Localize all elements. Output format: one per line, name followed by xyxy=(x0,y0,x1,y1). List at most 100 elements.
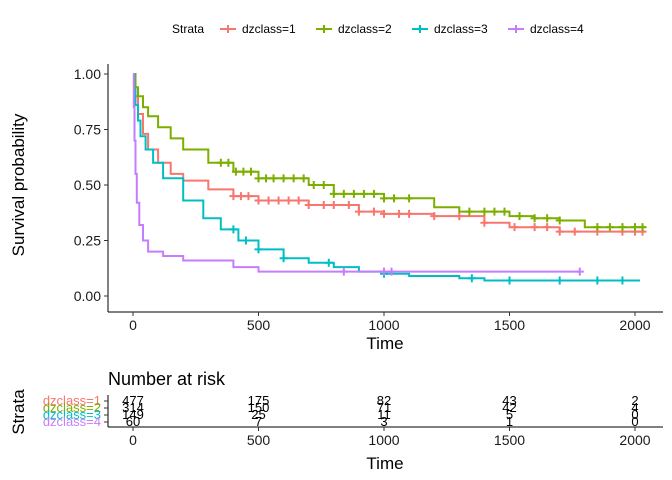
censor-mark xyxy=(216,158,225,167)
risk-row-label: dzclass=2 xyxy=(43,400,101,415)
censor-mark xyxy=(555,216,564,225)
censor-mark xyxy=(387,267,396,276)
x-tick-label: 500 xyxy=(247,317,271,333)
censor-mark xyxy=(264,196,273,205)
censor-mark xyxy=(380,209,388,218)
legend-item-2: dzclass=2 xyxy=(316,22,392,36)
censor-mark xyxy=(241,236,250,245)
legend-item-1: dzclass=1 xyxy=(220,22,296,36)
y-tick-label: 0.75 xyxy=(74,122,101,138)
censor-mark xyxy=(319,200,328,209)
risk-x-tick-label: 500 xyxy=(247,432,271,448)
censor-mark xyxy=(505,276,514,285)
censor-mark xyxy=(339,267,348,276)
risk-table: Number at risk 0 500 1000 1500 2000 dzclass=… xyxy=(9,369,663,473)
risk-axes: 0 500 1000 1500 2000 xyxy=(107,395,663,448)
y-tick-label: 0.25 xyxy=(74,233,101,249)
risk-count: 71 xyxy=(377,400,391,415)
risk-count: 2 xyxy=(631,393,638,408)
x-tick-label: 2000 xyxy=(619,317,650,333)
risk-count: 4 xyxy=(631,400,638,415)
censor-mark xyxy=(490,207,499,216)
risk-count: 150 xyxy=(248,400,270,415)
censor-mark xyxy=(231,167,240,176)
risk-count: 3 xyxy=(380,414,387,429)
censor-mark xyxy=(279,174,288,183)
censor-mark xyxy=(229,225,238,234)
y-axis-title: Survival probability xyxy=(9,113,28,256)
censor-mark xyxy=(618,276,627,285)
censor-mark xyxy=(329,200,338,209)
censor-mark xyxy=(555,227,564,236)
risk-x-tick-label: 2000 xyxy=(619,432,650,448)
risk-count: 477 xyxy=(122,393,144,408)
risk-table-title: Number at risk xyxy=(108,369,226,389)
y-tick-label: 1.00 xyxy=(74,66,101,82)
censor-mark xyxy=(329,189,338,198)
censor-mark xyxy=(395,209,404,218)
censor-mark xyxy=(369,189,378,198)
risk-count: 149 xyxy=(122,407,144,422)
censor-mark xyxy=(631,223,639,232)
censor-mark xyxy=(575,267,584,276)
censor-mark xyxy=(530,223,539,232)
censor-mark xyxy=(467,274,476,283)
censor-mark xyxy=(274,196,283,205)
risk-row-label: dzclass=1 xyxy=(43,393,101,408)
risk-row-3: dzclass=3 149 25 11 5 0 xyxy=(43,407,639,422)
censor-mark xyxy=(500,207,509,216)
censor-mark xyxy=(309,181,318,189)
censor-mark xyxy=(246,167,255,176)
censor-mark xyxy=(380,194,388,203)
censor-mark xyxy=(638,223,647,232)
risk-y-axis-title: Strata xyxy=(9,389,28,435)
x-tick-label: 1500 xyxy=(494,317,525,333)
censor-mark xyxy=(593,276,602,285)
survival-curve-3 xyxy=(133,73,640,282)
censor-mark xyxy=(510,223,519,232)
censor-mark xyxy=(339,189,348,198)
censor-mark xyxy=(555,276,564,285)
x-axis-title: Time xyxy=(366,334,403,353)
main-axes: 0 500 1000 1500 2000 0.00 0.25 0.50 0.75 1.00 xyxy=(74,64,663,333)
censor-mark xyxy=(319,181,328,189)
legend-swatch-mark xyxy=(224,25,232,33)
survival-curve-2 xyxy=(133,73,645,229)
legend-swatch-mark xyxy=(320,25,328,33)
risk-x-axis-title: Time xyxy=(366,454,403,473)
censor-mark xyxy=(515,212,524,221)
risk-count: 175 xyxy=(248,393,270,408)
censor-mark xyxy=(244,192,253,201)
risk-count: 42 xyxy=(502,400,516,415)
censor-mark xyxy=(405,209,414,218)
legend-label: dzclass=3 xyxy=(434,22,488,36)
risk-count: 0 xyxy=(631,407,638,422)
legend-item-4: dzclass=4 xyxy=(508,22,584,36)
survival-curve-4 xyxy=(132,73,580,273)
x-tick-label: 1000 xyxy=(368,317,399,333)
censor-mark xyxy=(354,207,363,216)
risk-row-1: dzclass=1 477 175 82 43 2 xyxy=(43,393,639,408)
survival-curve-1 xyxy=(133,73,645,233)
survival-plot: 0 500 1000 1500 2000 0.00 0.25 0.50 0.75 1.00 Tim… xyxy=(9,64,663,353)
y-tick-label: 0.50 xyxy=(74,177,101,193)
censor-mark xyxy=(262,174,271,183)
censor-mark xyxy=(254,245,263,254)
risk-count: 7 xyxy=(255,414,262,429)
risk-count: 11 xyxy=(377,407,391,422)
legend-title: Strata xyxy=(172,22,204,36)
censor-mark xyxy=(369,207,378,216)
risk-row-2: dzclass=2 314 150 71 42 4 xyxy=(43,400,639,415)
censor-mark xyxy=(543,214,552,223)
censor-mark xyxy=(480,218,489,227)
censor-mark xyxy=(543,223,552,232)
censor-mark xyxy=(229,192,238,201)
censor-mark xyxy=(570,227,579,236)
censor-mark xyxy=(284,196,293,205)
legend-swatch-mark xyxy=(416,25,424,33)
censor-mark xyxy=(299,174,308,183)
legend-swatch-mark xyxy=(512,25,520,33)
censor-mark xyxy=(239,167,248,176)
risk-row-label: dzclass=3 xyxy=(43,407,101,422)
